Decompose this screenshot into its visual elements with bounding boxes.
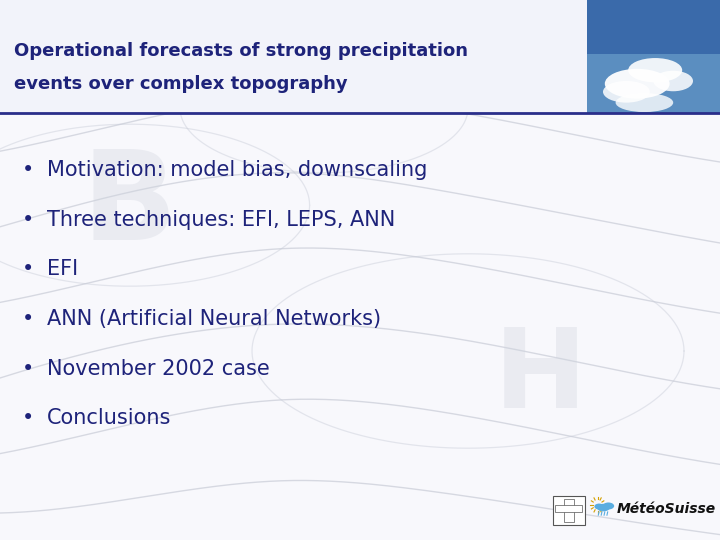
Bar <box>587 0 720 54</box>
Text: •: • <box>22 160 34 180</box>
Text: •: • <box>22 309 34 329</box>
Bar <box>0 0 587 113</box>
Text: ANN (Artificial Neural Networks): ANN (Artificial Neural Networks) <box>47 309 381 329</box>
Text: Three techniques: EFI, LEPS, ANN: Three techniques: EFI, LEPS, ANN <box>47 210 395 230</box>
Text: Conclusions: Conclusions <box>47 408 171 429</box>
Text: MétéoSuisse: MétéoSuisse <box>617 502 716 516</box>
Bar <box>587 0 720 113</box>
Ellipse shape <box>597 504 610 511</box>
Text: •: • <box>22 210 34 230</box>
Text: events over complex topography: events over complex topography <box>14 75 348 93</box>
Ellipse shape <box>616 93 673 112</box>
Ellipse shape <box>605 69 670 98</box>
Text: •: • <box>22 408 34 429</box>
Text: EFI: EFI <box>47 259 78 280</box>
Text: Operational forecasts of strong precipitation: Operational forecasts of strong precipit… <box>14 42 469 60</box>
Text: B: B <box>82 145 177 266</box>
Ellipse shape <box>603 81 649 103</box>
Text: Motivation: model bias, downscaling: Motivation: model bias, downscaling <box>47 160 427 180</box>
Ellipse shape <box>595 503 603 510</box>
Text: •: • <box>22 259 34 280</box>
Text: •: • <box>22 359 34 379</box>
Text: H: H <box>493 325 587 431</box>
Ellipse shape <box>628 58 683 82</box>
Bar <box>564 500 574 522</box>
Text: November 2002 case: November 2002 case <box>47 359 269 379</box>
Bar <box>555 505 582 512</box>
Bar <box>553 496 585 525</box>
Ellipse shape <box>654 71 693 91</box>
Ellipse shape <box>603 502 614 510</box>
